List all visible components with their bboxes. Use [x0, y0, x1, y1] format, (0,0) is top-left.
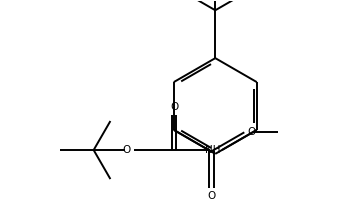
Text: NH: NH: [205, 145, 220, 155]
Text: O: O: [170, 102, 178, 112]
Text: O: O: [207, 191, 215, 201]
Text: O: O: [123, 145, 131, 155]
Text: O: O: [247, 127, 256, 137]
